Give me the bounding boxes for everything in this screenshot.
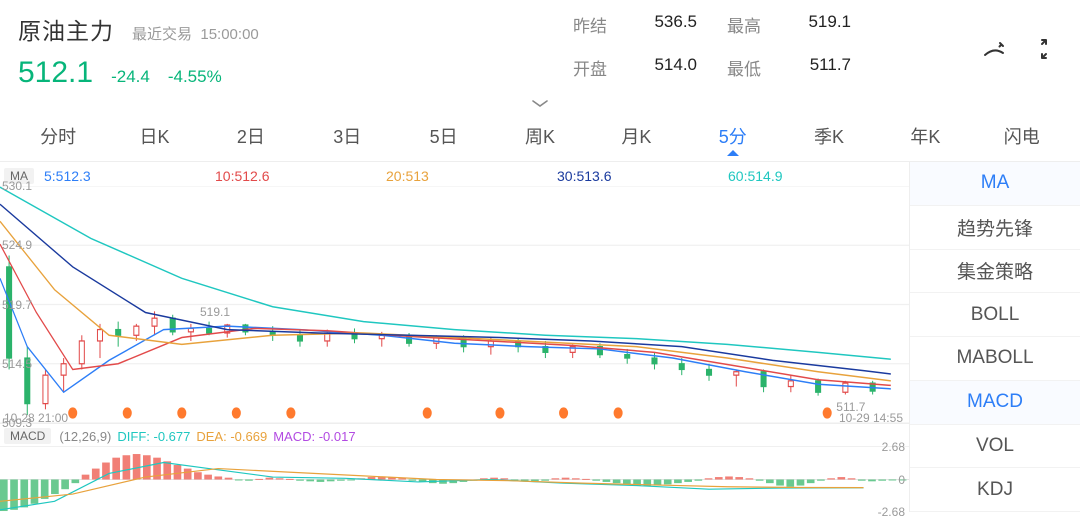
low-value: 511.7 bbox=[791, 55, 851, 90]
prev-close-label: 昨结 bbox=[573, 12, 607, 47]
tab-7[interactable]: 5分 bbox=[685, 123, 781, 155]
open-value: 514.0 bbox=[637, 55, 697, 90]
collapse-icon[interactable] bbox=[1032, 37, 1056, 66]
macd-y-tick: -2.68 bbox=[878, 505, 905, 519]
indicator-sidebar: MA趋势先锋集金策略BOLLMABOLLMACDVOLKDJ bbox=[910, 162, 1080, 512]
header: 原油主力 最近交易 15:00:00 512.1 -24.4 -4.55% 昨结… bbox=[0, 0, 1080, 94]
ma-legend-3: 30:513.6 bbox=[557, 168, 728, 184]
tab-9[interactable]: 年K bbox=[877, 123, 973, 155]
last-price: 512.1 bbox=[18, 56, 93, 90]
instrument-title: 原油主力 bbox=[18, 12, 114, 46]
side-item-7[interactable]: KDJ bbox=[910, 468, 1080, 512]
header-stats: 昨结 536.5 最高 519.1 开盘 514.0 最低 511.7 bbox=[518, 12, 962, 90]
macd-chart[interactable]: 2.680-2.68 bbox=[0, 446, 909, 512]
price-chart[interactable]: 530.1524.9519.7514.5509.310-28 21:0010-2… bbox=[0, 186, 909, 423]
macd-cfg: (12,26,9) bbox=[59, 429, 111, 444]
price-change-pct: -4.55% bbox=[168, 67, 222, 87]
main: MA 5:512.310:512.620:51330:513.660:514.9… bbox=[0, 162, 1080, 512]
price-annotation: 511.7 bbox=[836, 400, 865, 414]
high-value: 519.1 bbox=[791, 12, 851, 47]
high-label: 最高 bbox=[727, 12, 761, 47]
tab-8[interactable]: 季K bbox=[781, 123, 877, 155]
header-left: 原油主力 最近交易 15:00:00 512.1 -24.4 -4.55% bbox=[18, 12, 518, 90]
ma-legend-2: 20:513 bbox=[386, 168, 557, 184]
macd-y-tick: 0 bbox=[898, 473, 905, 487]
tab-0[interactable]: 分时 bbox=[10, 123, 106, 155]
macd-legend: MACD (12,26,9) DIFF: -0.677 DEA: -0.669 … bbox=[0, 423, 909, 446]
side-item-3[interactable]: BOLL bbox=[910, 293, 1080, 337]
side-item-4[interactable]: MABOLL bbox=[910, 337, 1080, 381]
macd-dea: DEA: -0.669 bbox=[196, 429, 267, 444]
x-start: 10-28 21:00 bbox=[4, 411, 68, 425]
tab-10[interactable]: 闪电 bbox=[974, 123, 1070, 155]
tab-3[interactable]: 3日 bbox=[299, 123, 395, 155]
edit-icon[interactable] bbox=[980, 35, 1008, 68]
macd-macd: MACD: -0.017 bbox=[273, 429, 355, 444]
ma-legend-4: 60:514.9 bbox=[728, 168, 899, 184]
last-trade: 最近交易 15:00:00 bbox=[132, 23, 259, 44]
ma-legend-1: 10:512.6 bbox=[215, 168, 386, 184]
ma-legend-0: 5:512.3 bbox=[44, 168, 215, 184]
y-tick: 514.5 bbox=[2, 357, 32, 371]
side-item-0[interactable]: MA bbox=[910, 162, 1080, 206]
ma-legend: MA 5:512.310:512.620:51330:513.660:514.9 bbox=[0, 162, 909, 186]
side-item-2[interactable]: 集金策略 bbox=[910, 250, 1080, 294]
open-label: 开盘 bbox=[573, 55, 607, 90]
prev-close-value: 536.5 bbox=[637, 12, 697, 47]
tab-2[interactable]: 2日 bbox=[203, 123, 299, 155]
expand-toggle[interactable] bbox=[0, 94, 1080, 113]
macd-diff: DIFF: -0.677 bbox=[117, 429, 190, 444]
y-tick: 524.9 bbox=[2, 238, 32, 252]
tab-5[interactable]: 周K bbox=[492, 123, 588, 155]
side-item-6[interactable]: VOL bbox=[910, 425, 1080, 469]
tabs: 分时日K2日3日5日周K月K5分季K年K闪电 bbox=[0, 113, 1080, 162]
y-tick: 519.7 bbox=[2, 298, 32, 312]
low-label: 最低 bbox=[727, 55, 761, 90]
y-tick: 530.1 bbox=[2, 179, 32, 193]
macd-y-tick: 2.68 bbox=[882, 440, 905, 454]
macd-tag: MACD bbox=[4, 428, 51, 444]
price-annotation: 519.1 bbox=[200, 305, 230, 319]
tab-1[interactable]: 日K bbox=[106, 123, 202, 155]
tab-4[interactable]: 5日 bbox=[395, 123, 491, 155]
chart-column: MA 5:512.310:512.620:51330:513.660:514.9… bbox=[0, 162, 910, 512]
price-change: -24.4 bbox=[111, 67, 150, 87]
tab-6[interactable]: 月K bbox=[588, 123, 684, 155]
side-item-1[interactable]: 趋势先锋 bbox=[910, 206, 1080, 250]
side-item-5[interactable]: MACD bbox=[910, 381, 1080, 425]
